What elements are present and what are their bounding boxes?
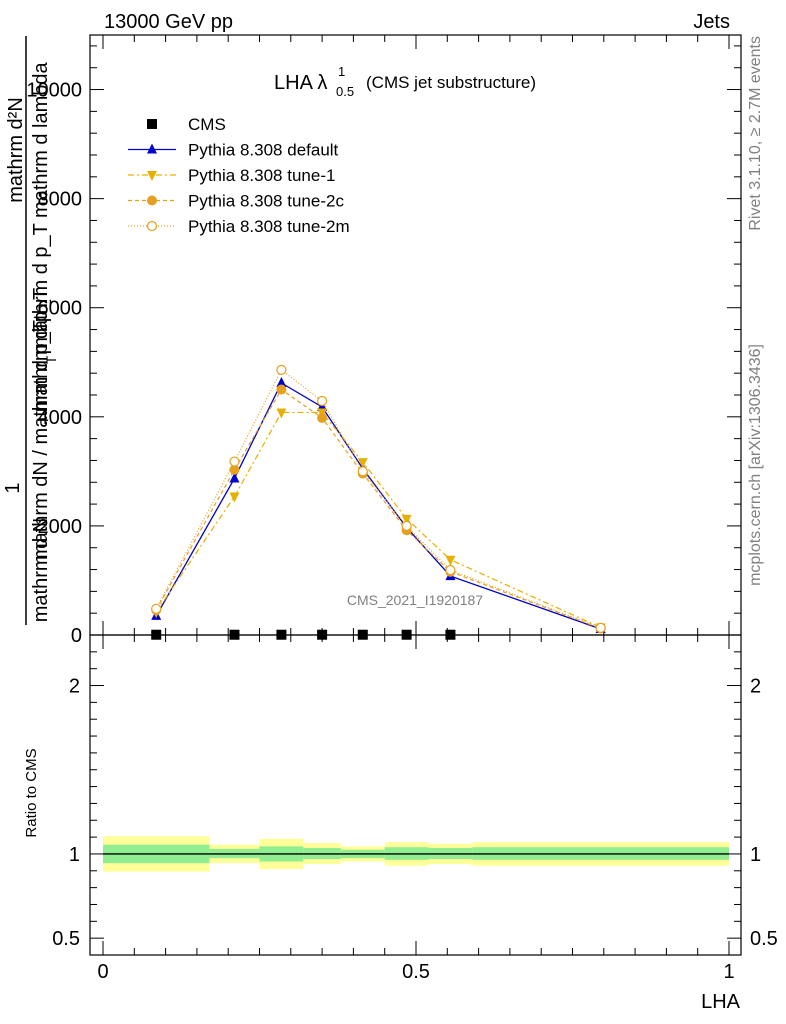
y-tick-label: 0 <box>71 625 82 647</box>
y-tick-label: 4000 <box>38 407 83 429</box>
data-point <box>229 629 240 640</box>
ratio-y-tick-label-right: 2 <box>750 676 761 698</box>
rivet-label: Rivet 3.1.10, ≥ 2.7M events <box>747 36 764 231</box>
y-tick-label: 10000 <box>26 80 82 102</box>
data-point <box>401 629 412 640</box>
data-point <box>401 520 412 532</box>
ylabel-left-bottom: mathrm dN / mathrm d p_T <box>30 320 52 560</box>
y-tick-label: 8000 <box>38 189 83 211</box>
legend-label: Pythia 8.308 tune-2m <box>188 217 350 236</box>
ratio-y-tick-label-right: 0.5 <box>750 928 778 950</box>
data-point <box>229 456 240 467</box>
data-point <box>357 466 368 477</box>
series-line <box>155 411 601 628</box>
series-line <box>155 368 601 629</box>
ratio-y-tick-label-right: 1 <box>750 844 761 866</box>
ylabel-frac-top: mathrm d²N <box>5 97 27 203</box>
legend-label: CMS <box>188 115 226 134</box>
legend-label: Pythia 8.308 tune-1 <box>188 166 335 185</box>
main-axes: 0 2000 4000 6000 8000 10000 0 0.5 1 <box>26 35 741 983</box>
ratio-y-tick-label: 2 <box>69 676 80 698</box>
series-0 <box>151 629 456 640</box>
title-suffix: (CMS jet substructure) <box>366 73 536 92</box>
data-point <box>276 384 287 395</box>
y-tick-label: 2000 <box>38 516 83 538</box>
chart-title: LHA λ 1 0.5 (CMS jet substructure) <box>274 64 536 99</box>
header-right: Jets <box>693 11 730 33</box>
x-tick-label: 0.5 <box>402 961 430 983</box>
legend-marker <box>147 143 157 154</box>
x-axis-label: LHA <box>701 991 741 1013</box>
data-point <box>276 408 287 419</box>
data-point <box>317 629 328 640</box>
watermark: CMS_2021_I1920187 <box>347 592 483 608</box>
title-main: LHA λ <box>274 72 327 94</box>
x-tick-label: 0 <box>97 961 108 983</box>
main-ylabel: 1 mathrm d²N mathrm d p_T mathrm d lambd… <box>2 36 59 625</box>
data-point <box>276 377 287 387</box>
series-layer <box>151 364 606 640</box>
data-point <box>445 629 456 640</box>
ratio-bands <box>103 836 729 872</box>
data-point <box>317 395 328 407</box>
title-sub: 0.5 <box>336 84 354 99</box>
mcplots-label: mcplots.cern.ch [arXiv:1306.3436] <box>747 344 764 586</box>
ratio-y-tick-label: 0.5 <box>52 928 80 950</box>
data-point <box>229 472 240 483</box>
series-4 <box>151 364 606 634</box>
data-point <box>151 603 162 614</box>
legend-marker <box>146 220 158 232</box>
data-point <box>229 464 240 475</box>
data-point <box>276 629 287 640</box>
title-sup: 1 <box>338 64 345 79</box>
ylabel-numerator: 1 <box>2 482 24 493</box>
data-point <box>595 622 606 634</box>
ratio-y-tick-label: 1 <box>69 844 80 866</box>
legend-marker <box>147 195 157 206</box>
data-point <box>357 458 368 469</box>
ylabel-frac-bottom: mathrm d p_T mathrm d lambda <box>30 61 52 347</box>
data-point <box>276 364 287 376</box>
legend-label: Pythia 8.308 tune-2c <box>188 192 344 211</box>
legend: CMS Pythia 8.308 default Pythia 8.308 tune… <box>128 115 350 236</box>
data-point <box>445 555 456 566</box>
header-left: 13000 GeV pp <box>104 11 233 33</box>
ratio-axes: 0.5 0.5 1 1 2 2 <box>52 651 778 950</box>
legend-marker <box>147 171 157 181</box>
data-point <box>317 412 328 423</box>
ratio-frame <box>89 634 742 956</box>
data-point <box>229 492 240 503</box>
ylabel-overlap-c: T <box>43 355 59 364</box>
data-point <box>445 564 456 576</box>
data-point <box>357 629 368 640</box>
ylabel-overlap-b: mathrm d N <box>30 518 52 622</box>
data-point <box>401 514 412 525</box>
data-point <box>151 629 162 640</box>
ratio-ylabel: Ratio to CMS <box>23 748 40 837</box>
legend-marker <box>147 119 157 129</box>
series-line <box>155 388 601 630</box>
y-tick-label: 6000 <box>38 298 83 320</box>
x-tick-label: 1 <box>723 961 734 983</box>
legend-label: Pythia 8.308 default <box>188 141 339 160</box>
ylabel-overlap-a: mathrm d p_T <box>30 288 52 412</box>
